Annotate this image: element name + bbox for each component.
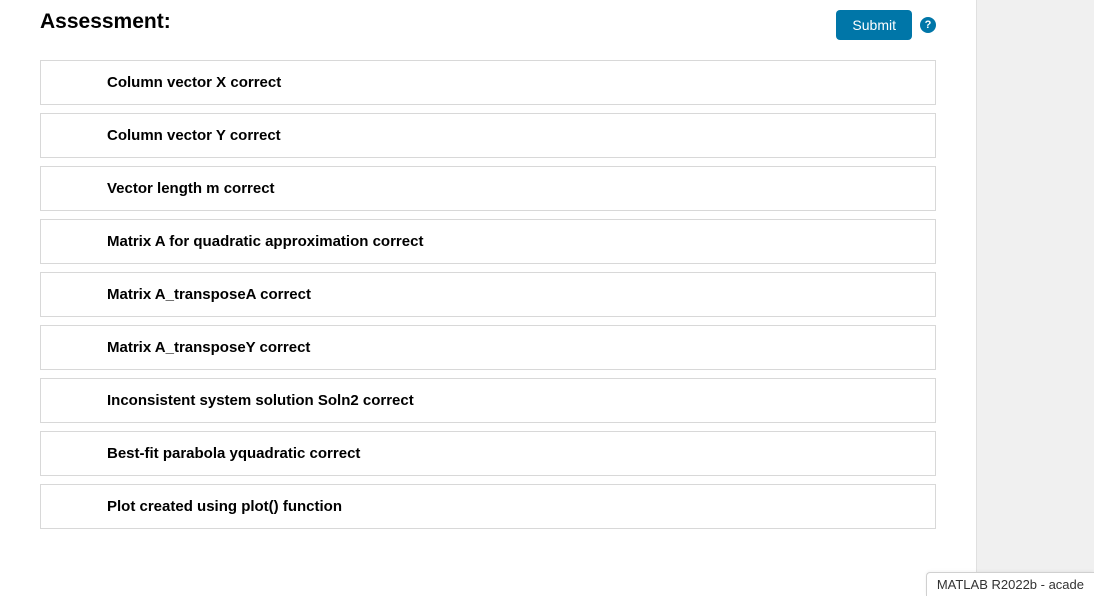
status-bar-text: MATLAB R2022b - acade [937,577,1084,592]
assessment-item[interactable]: Column vector Y correct [40,113,936,158]
submit-button[interactable]: Submit [836,10,912,40]
assessment-title: Assessment: [40,10,171,34]
content-inner: Assessment: Submit ? Column vector X cor… [0,0,976,549]
assessment-item[interactable]: Column vector X correct [40,60,936,105]
status-bar: MATLAB R2022b - acade [926,572,1094,596]
assessment-list: Column vector X correct Column vector Y … [40,60,936,529]
app-wrapper: Assessment: Submit ? Column vector X cor… [0,0,1094,596]
assessment-item-label: Plot created using plot() function [107,498,342,515]
assessment-item[interactable]: Matrix A_transposeA correct [40,272,936,317]
right-panel [976,0,1094,596]
assessment-item-label: Column vector Y correct [107,127,281,144]
assessment-item-label: Matrix A for quadratic approximation cor… [107,233,423,250]
assessment-item-label: Matrix A_transposeA correct [107,286,311,303]
assessment-item-label: Inconsistent system solution Soln2 corre… [107,392,414,409]
assessment-item[interactable]: Matrix A_transposeY correct [40,325,936,370]
assessment-item[interactable]: Matrix A for quadratic approximation cor… [40,219,936,264]
assessment-item[interactable]: Best-fit parabola yquadratic correct [40,431,936,476]
main-content: Assessment: Submit ? Column vector X cor… [0,0,976,596]
header-row: Assessment: Submit ? [40,10,936,40]
assessment-item-label: Best-fit parabola yquadratic correct [107,445,360,462]
assessment-item[interactable]: Inconsistent system solution Soln2 corre… [40,378,936,423]
assessment-item-label: Matrix A_transposeY correct [107,339,310,356]
header-actions: Submit ? [836,10,936,40]
help-icon[interactable]: ? [920,17,936,33]
assessment-item[interactable]: Vector length m correct [40,166,936,211]
assessment-item-label: Column vector X correct [107,74,281,91]
assessment-item-label: Vector length m correct [107,180,275,197]
assessment-item[interactable]: Plot created using plot() function [40,484,936,529]
